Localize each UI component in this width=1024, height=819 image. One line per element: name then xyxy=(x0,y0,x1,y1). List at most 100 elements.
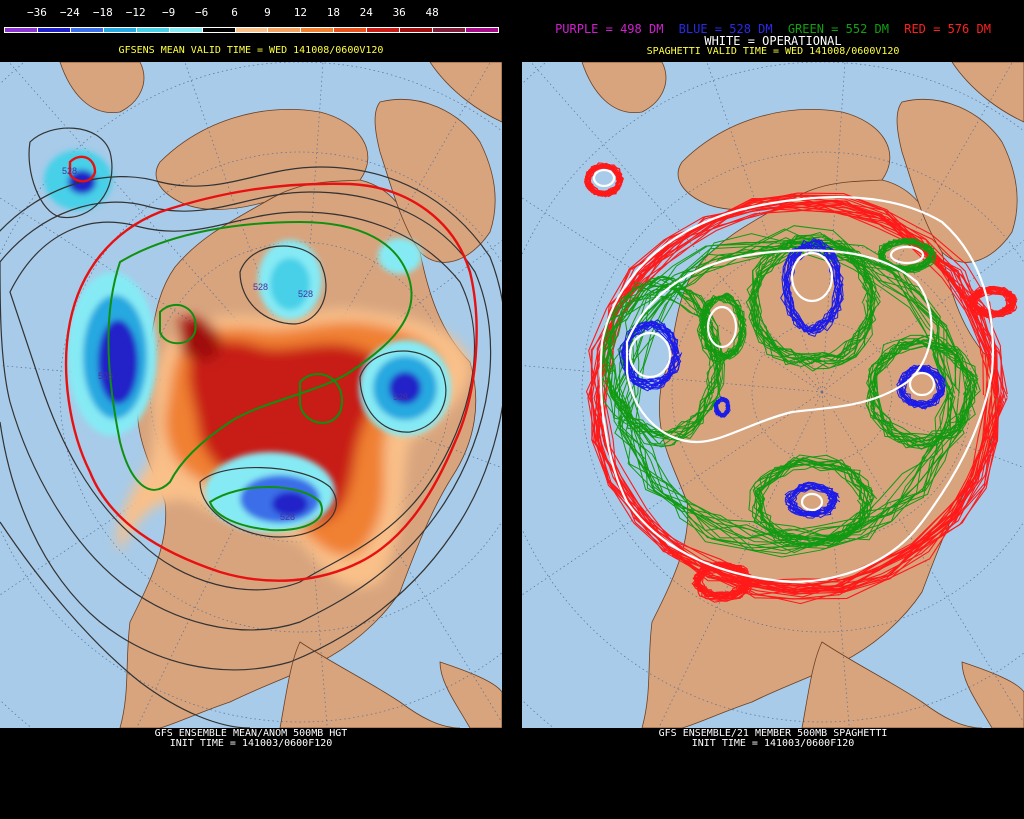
land xyxy=(581,62,1024,728)
ensemble-member-contour xyxy=(610,243,956,552)
colorbar-tick-label: −18 xyxy=(92,6,113,19)
ensemble-member-contour xyxy=(622,323,680,391)
colorbar-swatch xyxy=(36,27,71,33)
colorbar-swatch xyxy=(168,27,203,33)
contour-label: 528 xyxy=(280,512,295,522)
colorbar-tick-label: −24 xyxy=(59,6,80,19)
ensemble-member-contour xyxy=(881,239,937,272)
ensemble-member-contour xyxy=(756,462,875,550)
ensemble-member-contour xyxy=(622,319,679,386)
ensemble-member-contour xyxy=(968,291,1014,319)
height-contours xyxy=(0,127,502,728)
ensemble-member-contour xyxy=(626,245,965,554)
ensemble-mean-anomaly-map: 528 528 528 528 528 528 xyxy=(0,62,502,728)
ensemble-member-contour xyxy=(901,370,945,410)
negative-anomaly-shading xyxy=(44,150,451,532)
ensemble-member-contour xyxy=(748,456,866,541)
ensemble-member-contour xyxy=(585,193,1000,595)
panel-divider xyxy=(502,0,522,819)
left-footer-line1: GFS ENSEMBLE MEAN/ANOM 500MB HGT xyxy=(154,728,348,739)
legend-purple: PURPLE = 498 DM xyxy=(555,22,664,36)
ensemble-member-contour xyxy=(752,463,869,547)
colorbar-tick-label: 48 xyxy=(425,6,439,19)
ensemble-member-contour xyxy=(787,484,835,516)
green-552-member-contours xyxy=(599,225,982,558)
ensemble-mean-panel: −36 −24 −18 −12 −9 −6 6 9 12 18 24 36 48 GFSENS MEAN… xyxy=(0,0,502,819)
ensemble-member-contour xyxy=(753,248,877,370)
ensemble-member-contour xyxy=(873,339,981,442)
ensemble-member-contour xyxy=(865,338,972,447)
ensemble-member-contour xyxy=(695,563,751,595)
contour-label: 528 xyxy=(393,392,408,402)
colorbar-swatch xyxy=(465,27,499,33)
right-footer-line2: INIT TIME = 141003/0600F120 xyxy=(691,738,855,749)
ensemble-member-contour xyxy=(589,199,997,593)
contour-label: 528 xyxy=(298,289,313,299)
contour-label: 528 xyxy=(62,166,77,176)
colorbar-tick-label: −12 xyxy=(125,6,146,19)
spaghetti-legend: PURPLE = 498 DM BLUE = 528 DM GREEN = 55… xyxy=(522,22,1024,36)
colorbar-tick-label: −9 xyxy=(162,6,176,19)
operational-white-contours xyxy=(592,168,995,584)
ensemble-member-contour xyxy=(748,234,875,360)
colorbar-swatch xyxy=(135,27,170,33)
colorbar-swatch xyxy=(267,27,302,33)
colorbar-tick-label: −6 xyxy=(194,6,209,19)
colorbar-swatch xyxy=(333,27,368,33)
legend-green: GREEN = 552 DM xyxy=(787,22,889,36)
ensemble-member-contour xyxy=(587,206,998,596)
ensemble-member-contour xyxy=(971,286,1016,314)
contour-label: 528 xyxy=(253,282,268,292)
colorbar-swatch xyxy=(102,27,137,33)
right-panel-title: SPAGHETTI VALID TIME = WED 141008/0600V1… xyxy=(646,46,900,57)
ensemble-member-contour xyxy=(967,287,1013,315)
spaghetti-panel: PURPLE = 498 DM BLUE = 528 DM GREEN = 55… xyxy=(522,0,1024,819)
ensemble-member-contour xyxy=(694,563,747,596)
colorbar-tick-label: 18 xyxy=(326,6,340,19)
operational-label: WHITE = OPERATIONAL xyxy=(704,34,842,48)
contour-label: 528 xyxy=(98,371,113,381)
contour-labels: 528 528 528 528 528 528 xyxy=(62,166,408,522)
ensemble-member-contour xyxy=(588,193,997,591)
ensemble-member-contour xyxy=(606,285,726,445)
ensemble-member-contour xyxy=(896,364,942,406)
ensemble-member-contour xyxy=(599,276,719,433)
ensemble-member-contour xyxy=(703,295,747,360)
colorbar-tick-label: 36 xyxy=(392,6,406,19)
colorbar-swatch xyxy=(201,27,236,33)
ensemble-member-contour xyxy=(584,163,620,196)
left-panel-title: GFSENS MEAN VALID TIME = WED 141008/0600… xyxy=(118,45,384,56)
colorbar-tick-label: −36 xyxy=(26,6,47,19)
colorbar-swatch xyxy=(234,27,269,33)
ensemble-member-contour xyxy=(606,282,726,440)
spaghetti-map xyxy=(522,62,1024,728)
ensemble-member-contour xyxy=(696,297,742,363)
ensemble-member-contour xyxy=(789,481,839,514)
right-footer-line1: GFS ENSEMBLE/21 MEMBER 500MB SPAGHETTI xyxy=(658,728,888,739)
green-contours xyxy=(107,220,413,532)
ensemble-member-contour xyxy=(605,287,726,442)
ensemble-member-contour xyxy=(616,245,961,539)
ensemble-member-contour xyxy=(752,456,864,540)
anomaly-colorbar: −36 −24 −18 −12 −9 −6 6 9 12 18 24 36 48 xyxy=(0,0,502,40)
ensemble-member-contour xyxy=(604,200,1008,596)
colorbar-swatch xyxy=(300,27,335,33)
colorbar-swatch xyxy=(366,27,401,33)
ensemble-member-contour xyxy=(898,365,945,405)
colorbar-tick-label: 24 xyxy=(359,6,373,19)
colorbar-tick-label: 12 xyxy=(293,6,308,19)
red-576-contour xyxy=(64,155,478,582)
ensemble-member-contour xyxy=(714,398,729,417)
legend-red: RED = 576 DM xyxy=(904,22,991,36)
ensemble-member-contour xyxy=(903,364,947,405)
colorbar-tick-label: 6 xyxy=(231,6,238,19)
ensemble-member-contour xyxy=(594,206,1002,600)
colorbar-swatch xyxy=(432,27,467,33)
ensemble-member-contour xyxy=(758,461,870,546)
ensemble-member-contour xyxy=(782,245,840,333)
colorbar-swatch xyxy=(69,27,104,33)
ensemble-member-contour xyxy=(599,203,1005,600)
left-footer-line2: INIT TIME = 141003/0600F120 xyxy=(169,738,333,749)
ensemble-member-contour xyxy=(869,339,978,438)
colorbar-swatch xyxy=(399,27,434,33)
